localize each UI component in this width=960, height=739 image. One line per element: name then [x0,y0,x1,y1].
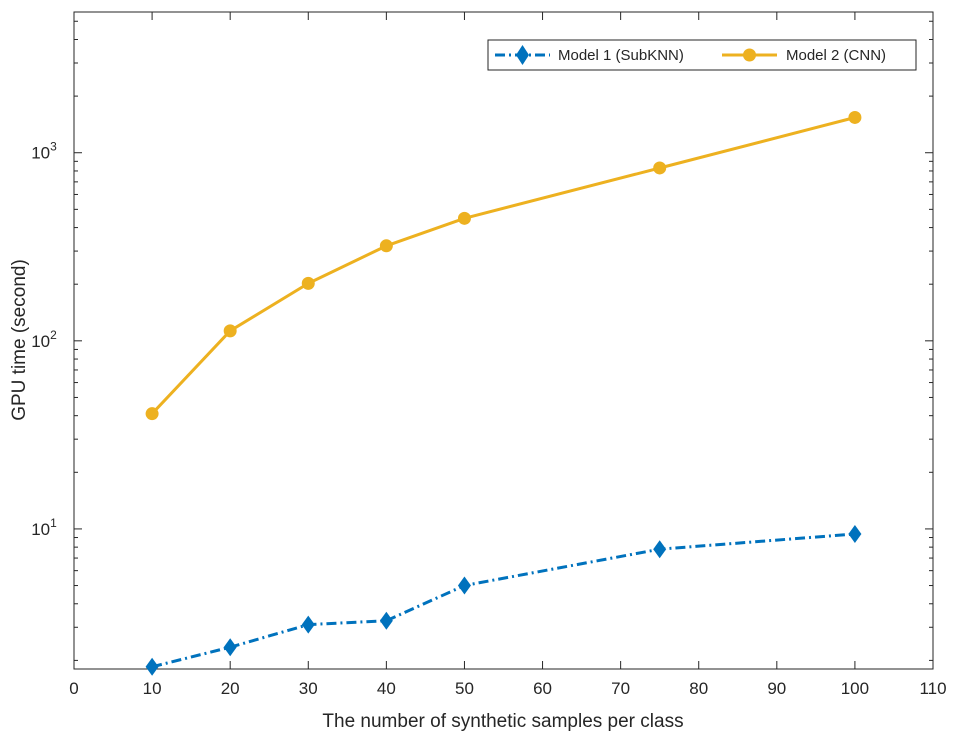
data-point-diamond [223,638,237,657]
x-tick-label: 10 [143,679,162,698]
x-tick-label: 90 [767,679,786,698]
data-point-circle [223,324,237,338]
data-point-circle [848,110,862,124]
legend-marker-model1 [516,45,529,65]
x-tick-label: 70 [611,679,630,698]
x-tick-label: 60 [533,679,552,698]
x-tick-label: 30 [299,679,318,698]
data-point-diamond [145,657,159,676]
y-tick-base: 10 [31,332,50,351]
y-tick-base: 10 [31,520,50,539]
data-point-diamond [457,576,471,595]
data-point-diamond [848,524,862,543]
x-tick-label: 100 [841,679,869,698]
data-point-circle [145,407,159,421]
plot-area [73,11,934,670]
data-point-circle [301,276,315,290]
y-tick-base: 10 [31,144,50,163]
x-tick-label: 0 [69,679,78,698]
legend-box [487,39,917,71]
legend-label-model1: Model 1 (SubKNN) [558,47,684,64]
data-point-diamond [379,611,393,630]
data-point-diamond [653,540,667,559]
series-layer [145,110,862,676]
y-tick-label: 101 [31,516,57,539]
data-point-circle [457,211,471,225]
legend: Model 1 (SubKNN) Model 2 (CNN) [487,39,917,71]
x-tick-label: 20 [221,679,240,698]
data-point-circle [653,161,667,175]
y-tick-exponent: 1 [50,516,57,530]
data-point-circle [379,239,393,253]
x-tick-label: 40 [377,679,396,698]
y-tick-label: 102 [31,328,57,351]
y-tick-label: 103 [31,140,57,163]
x-tick-label: 80 [689,679,708,698]
data-point-diamond [301,615,315,634]
x-axis-ticks: 0 10 20 30 40 50 60 70 80 90 100 110 [69,12,947,698]
legend-marker-model2 [743,48,756,62]
legend-label-model2: Model 2 (CNN) [786,47,886,64]
y-tick-exponent: 3 [50,140,57,154]
y-tick-exponent: 2 [50,328,57,342]
x-tick-label: 110 [919,679,946,698]
x-tick-label: 50 [455,679,474,698]
y-axis-title: GPU time (second) [9,259,30,421]
x-axis-title: The number of synthetic samples per clas… [322,711,683,732]
